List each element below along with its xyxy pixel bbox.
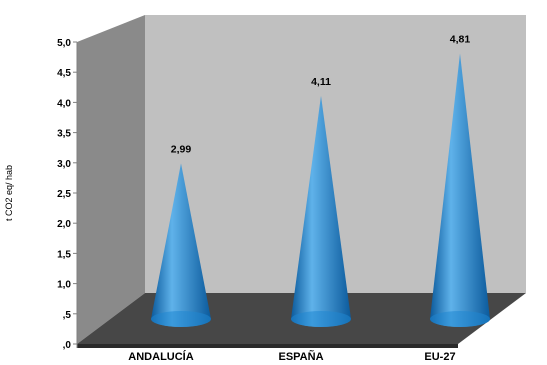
cone-base — [430, 311, 490, 327]
floor-front-edge — [77, 344, 458, 348]
data-label: 4,81 — [450, 33, 471, 45]
y-tick-label: 5,0 — [57, 38, 71, 49]
y-tick-label: 4,0 — [57, 98, 71, 109]
category-label: ESPAÑA — [278, 350, 323, 363]
data-label: 4,11 — [311, 76, 331, 88]
y-tick-label: 1,0 — [57, 280, 71, 291]
y-tick-label: 3,5 — [57, 129, 71, 140]
side-wall — [77, 15, 145, 344]
y-tick-label: 2,5 — [57, 189, 71, 200]
cone-base — [151, 311, 211, 327]
y-tick-label: 3,0 — [57, 159, 71, 170]
y-tick-label: ,5 — [63, 310, 72, 321]
y-tick-label: 4,5 — [57, 68, 71, 79]
y-tick-label: 1,5 — [57, 249, 71, 260]
y-tick-label: 2,0 — [57, 219, 71, 230]
category-label: ANDALUCÍA — [128, 350, 193, 363]
y-tick-label: ,0 — [63, 340, 72, 351]
y-axis-title: t CO2 eq/ hab — [4, 165, 14, 221]
category-label: EU-27 — [424, 351, 455, 363]
data-label: 2,99 — [171, 143, 192, 155]
cone-base — [291, 311, 351, 327]
